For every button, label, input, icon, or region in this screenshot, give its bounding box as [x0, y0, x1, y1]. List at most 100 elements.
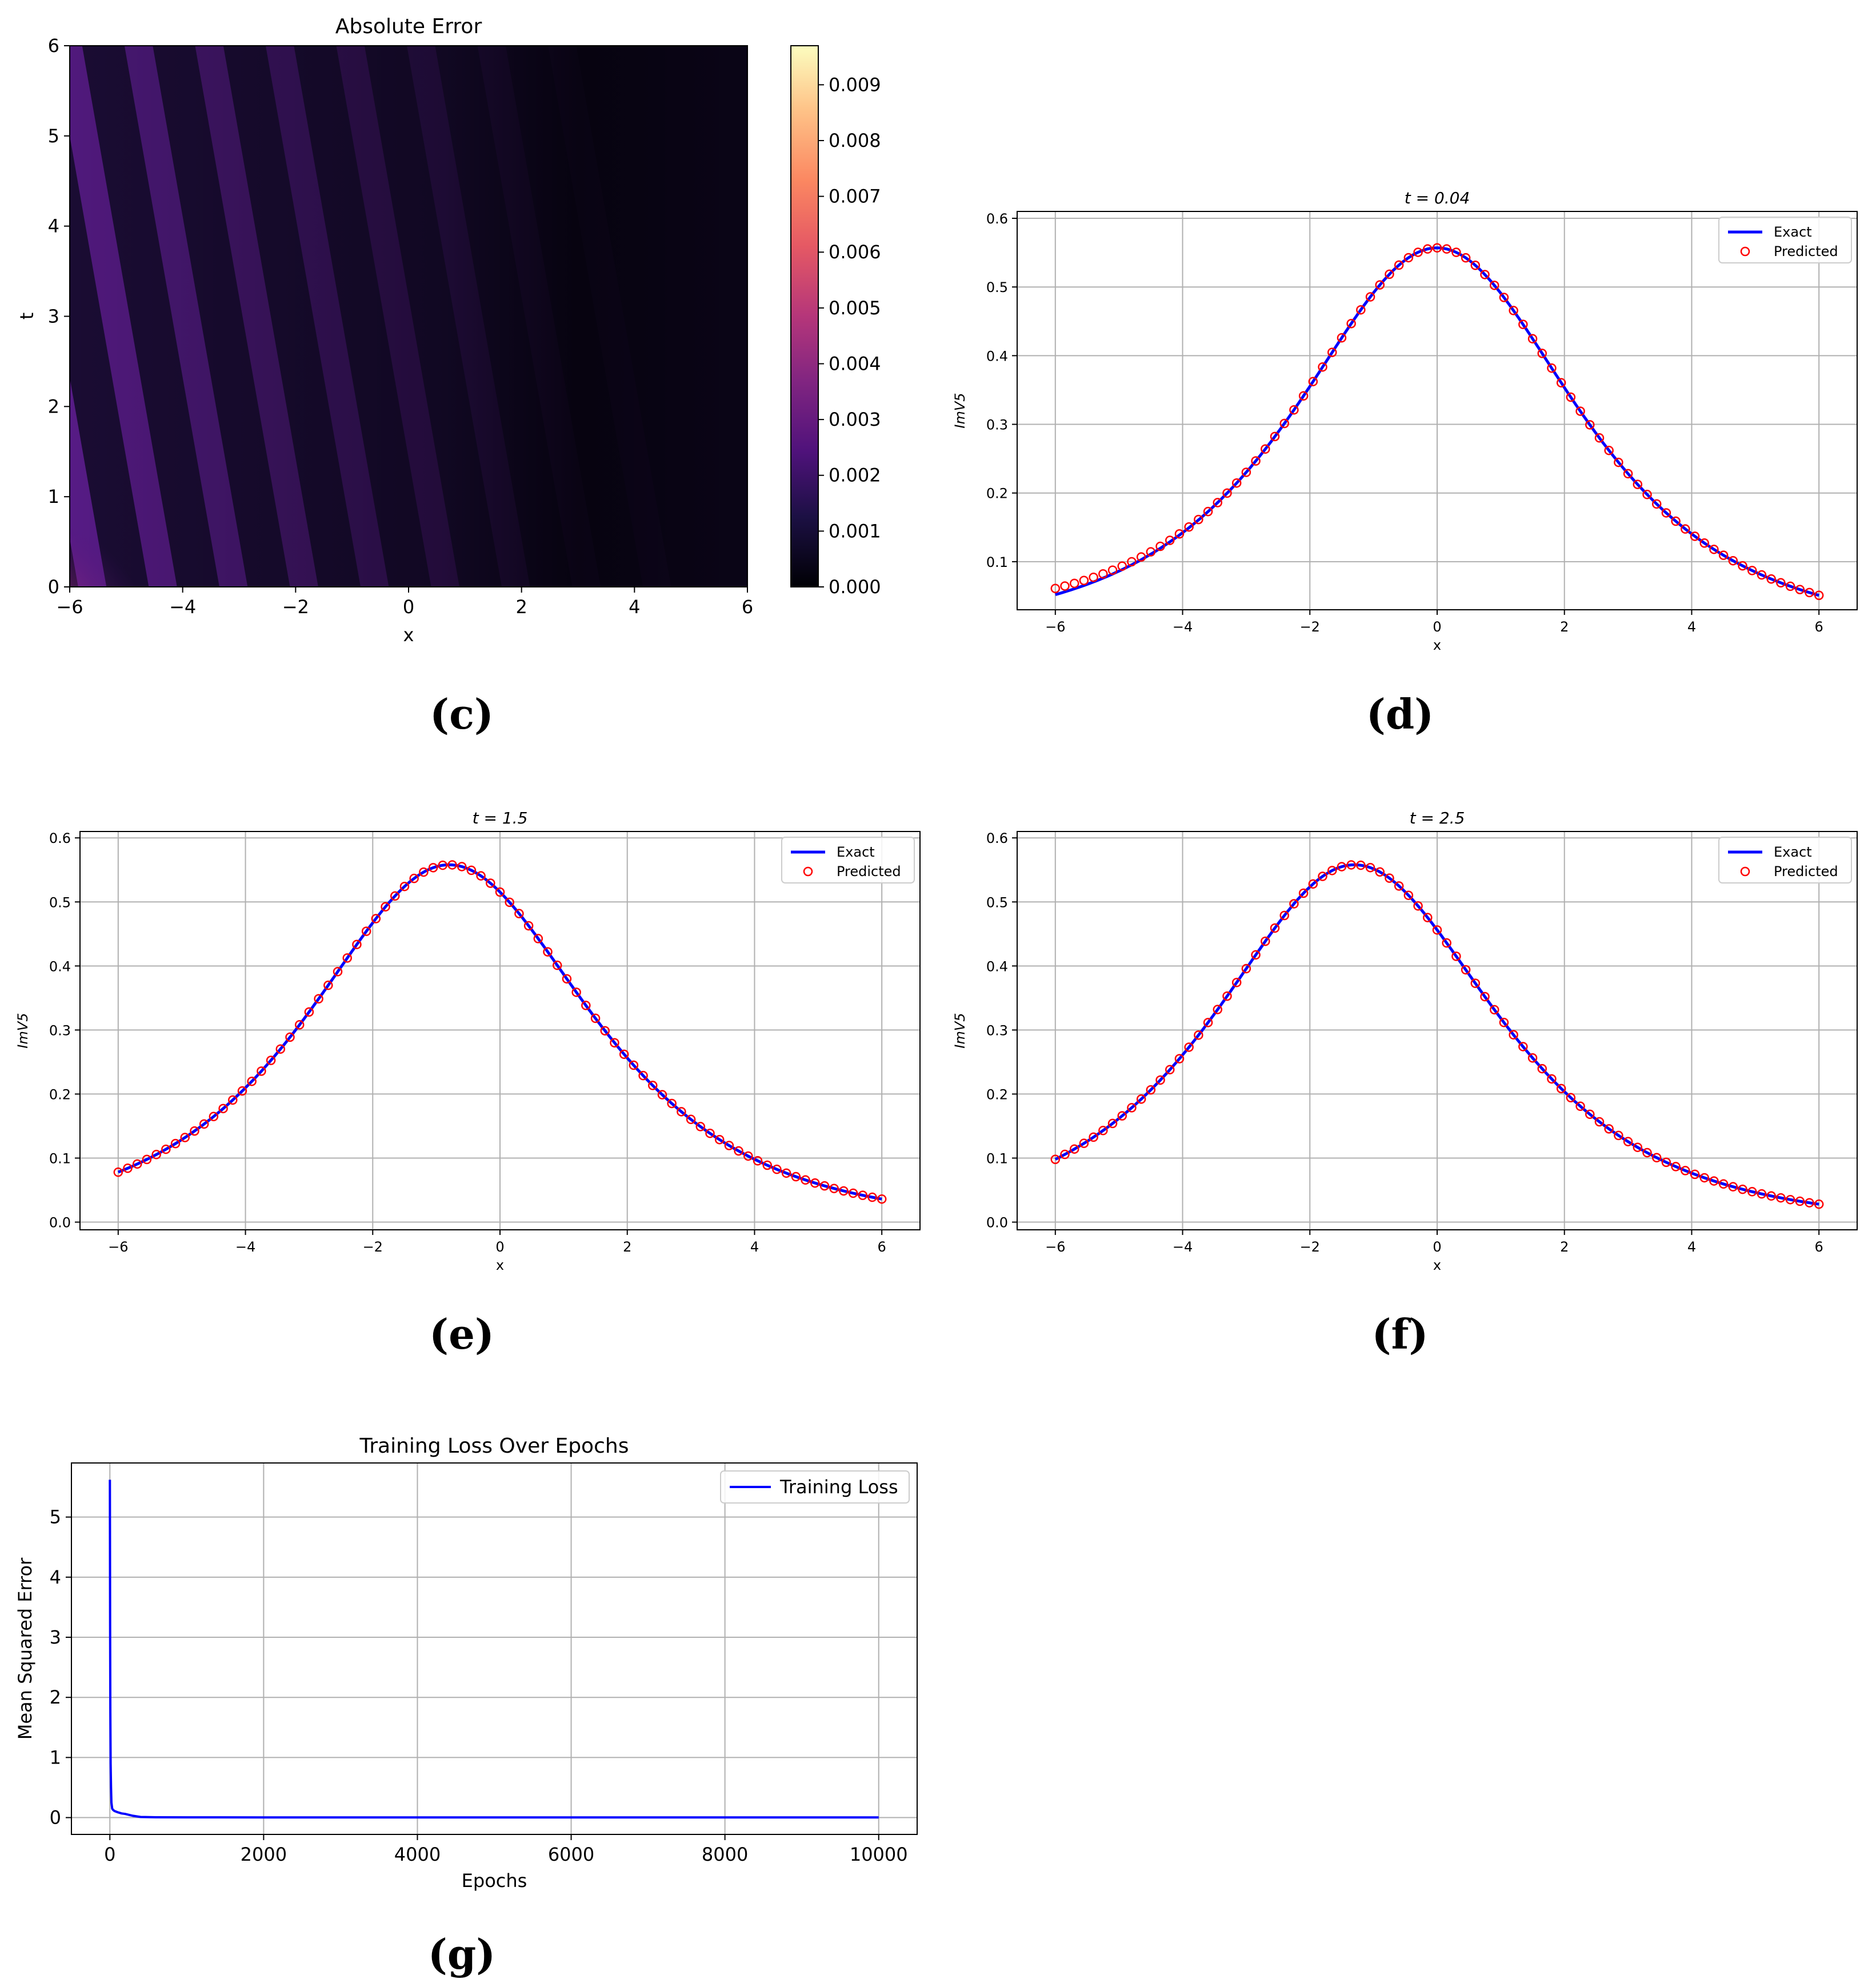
caption-f: (f): [1371, 1310, 1428, 1358]
predicted-marker: [1699, 538, 1709, 548]
x-tick-label: 0: [104, 1844, 115, 1865]
predicted-marker: [1738, 561, 1747, 571]
y-tick-label: 0.3: [986, 417, 1008, 433]
predicted-marker: [1289, 405, 1299, 415]
predicted-marker: [543, 947, 553, 957]
y-tick-label: 5: [48, 125, 59, 147]
predicted-marker: [1117, 1111, 1127, 1121]
predicted-marker: [1117, 561, 1127, 571]
predicted-marker: [1423, 913, 1433, 922]
predicted-marker: [743, 1151, 753, 1161]
predicted-marker: [1174, 529, 1185, 539]
x-tick-label: −6: [56, 596, 83, 618]
x-tick-label: 0: [495, 1239, 504, 1255]
predicted-marker: [1346, 318, 1356, 329]
predicted-marker: [1633, 479, 1643, 489]
predicted-marker: [781, 1168, 791, 1178]
chart-title: t = 2.5: [1410, 809, 1465, 827]
predicted-marker: [1690, 531, 1700, 541]
panel-c-title: Absolute Error: [335, 15, 482, 38]
legend-predicted-label: Predicted: [1774, 243, 1838, 259]
predicted-marker: [1289, 899, 1299, 909]
predicted-marker: [581, 1001, 591, 1010]
y-tick-label: 0.4: [986, 348, 1008, 364]
y-tick-label: 0.2: [986, 1086, 1008, 1102]
predicted-marker: [1795, 1196, 1805, 1206]
predicted-marker: [113, 1167, 123, 1177]
predicted-marker: [1413, 247, 1423, 257]
predicted-marker: [562, 974, 572, 984]
predicted-marker: [1184, 522, 1194, 532]
predicted-marker: [677, 1107, 686, 1117]
caption-d: (d): [1366, 690, 1434, 738]
predicted-marker: [1394, 881, 1404, 891]
predicted-marker: [1194, 1030, 1203, 1040]
predicted-marker: [1213, 498, 1223, 507]
predicted-marker: [819, 1181, 830, 1191]
x-tick-label: −4: [1173, 1239, 1193, 1255]
predicted-marker: [1480, 991, 1490, 1002]
predicted-marker: [1308, 879, 1318, 889]
legend-exact-label: Exact: [1774, 224, 1812, 240]
predicted-marker: [1699, 1173, 1709, 1183]
predicted-marker: [352, 939, 362, 949]
predicted-marker: [1499, 1017, 1509, 1028]
predicted-marker: [1079, 1138, 1089, 1148]
y-tick-label: 0.0: [986, 1215, 1008, 1231]
predicted-marker: [1327, 347, 1337, 357]
panel-e-line-chart: t = 1.5 −6 −4 −2 0 2 4 6 0.0 0.1 0.2 0.3 0.4 0.5 0.6 x I…: [15, 809, 921, 1273]
predicted-marker: [1814, 590, 1824, 601]
predicted-marker: [1222, 488, 1232, 498]
predicted-marker: [314, 994, 323, 1004]
predicted-marker: [1728, 555, 1738, 566]
predicted-marker: [1127, 1103, 1137, 1113]
predicted-marker: [323, 980, 333, 990]
predicted-marker: [1318, 362, 1327, 372]
predicted-marker: [1681, 1166, 1690, 1176]
axes-frame: [71, 1462, 918, 1835]
predicted-marker: [1403, 890, 1414, 900]
panel-c-heatmap: Absolute Error −6 −4 −2 0 2 4 6 0 1 2 3 4 5 6 x t 0.…: [16, 15, 881, 646]
y-tick-label: 0.6: [49, 830, 71, 846]
y-tick-label: 0.6: [986, 211, 1008, 227]
predicted-marker: [257, 1066, 266, 1076]
predicted-marker: [476, 871, 486, 881]
predicted-marker: [1337, 862, 1347, 871]
predicted-marker: [1681, 524, 1690, 534]
predicted-marker: [1107, 565, 1118, 575]
x-tick-label: −4: [169, 596, 196, 618]
predicted-marker: [1671, 516, 1681, 526]
colorbar-tick-label: 0.008: [829, 130, 881, 151]
predicted-marker: [209, 1112, 219, 1122]
x-tick-label: 0: [1433, 1239, 1441, 1255]
y-tick-label: 0.1: [986, 554, 1008, 570]
predicted-marker: [180, 1133, 190, 1142]
predicted-marker: [1375, 280, 1385, 290]
chart-title: t = 1.5: [473, 809, 528, 827]
predicted-marker: [1261, 444, 1270, 454]
y-tick-label: 6: [48, 35, 59, 57]
predicted-marker: [1155, 1075, 1165, 1085]
predicted-marker: [1547, 1074, 1557, 1084]
predicted-marker: [714, 1134, 725, 1145]
predicted-marker: [533, 934, 543, 943]
predicted-marker: [285, 1032, 295, 1042]
colorbar-tick-label: 0.007: [829, 186, 881, 207]
predicted-marker: [1805, 1198, 1814, 1208]
predicted-marker: [399, 881, 410, 891]
panel-f-line-chart: t = 2.5 −6 −4 −2 0 2 4 6 0.0 0.1 0.2 0.3 0.4 0.5 0.6 x I…: [952, 809, 1858, 1273]
predicted-marker: [151, 1150, 161, 1160]
predicted-marker: [1785, 1194, 1795, 1205]
x-axis-label: Epochs: [462, 1870, 527, 1892]
predicted-marker: [1270, 431, 1280, 442]
predicted-marker: [1594, 433, 1605, 443]
predicted-marker: [1346, 860, 1356, 870]
x-tick-label: 6: [1815, 1239, 1823, 1255]
predicted-marker: [1165, 535, 1175, 545]
panel-c-ylabel: t: [16, 313, 38, 320]
predicted-marker: [1728, 1182, 1738, 1192]
predicted-marker: [1499, 293, 1509, 302]
legend-predicted-label: Predicted: [1774, 863, 1838, 879]
y-tick-label: 0.1: [986, 1150, 1008, 1166]
predicted-marker: [705, 1128, 715, 1138]
